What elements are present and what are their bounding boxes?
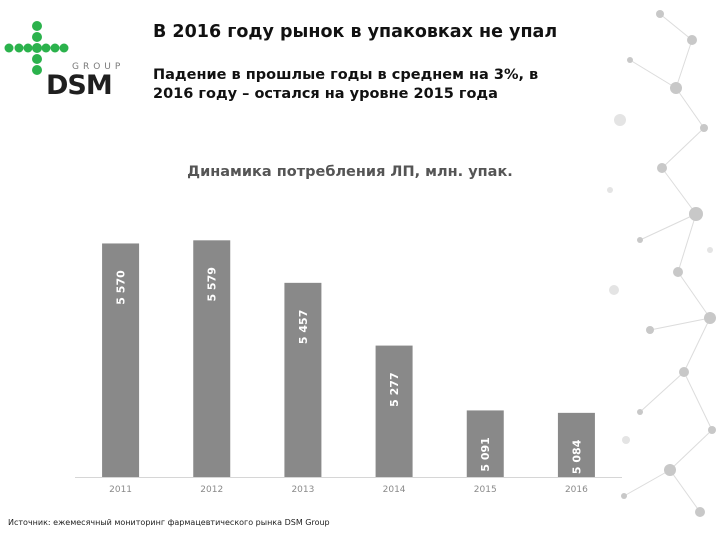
slide-subtitle-line-2: 2016 году – остался на уровне 2015 года <box>153 86 498 102</box>
data-label-2012: 5 579 <box>206 267 219 301</box>
chart-title: Динамика потребления ЛП, млн. упак. <box>187 164 513 180</box>
data-label-2015: 5 091 <box>479 437 492 471</box>
bar-2014 <box>375 345 413 477</box>
bar-2011 <box>102 243 140 477</box>
logo-group-text: GROUP <box>72 62 125 72</box>
x-tick-label-2015: 2015 <box>474 485 497 495</box>
slide-subtitle-line-1: Падение в прошлые годы в среднем на 3%, … <box>153 67 539 83</box>
x-tick-label-2012: 2012 <box>200 485 223 495</box>
bar-2015 <box>466 410 504 477</box>
data-label-2016: 5 084 <box>570 439 583 474</box>
slide-subtitle: Падение в прошлые годы в среднем на 3%, … <box>153 66 603 104</box>
x-tick-label-2014: 2014 <box>383 485 406 495</box>
bar-2012 <box>193 240 231 477</box>
x-tick-label-2013: 2013 <box>291 485 314 495</box>
data-label-2014: 5 277 <box>388 372 401 406</box>
data-label-2013: 5 457 <box>297 310 310 344</box>
x-tick-label-2016: 2016 <box>565 485 588 495</box>
logo-dots-icon <box>4 21 69 75</box>
bar-2013 <box>284 282 322 477</box>
slide-title: В 2016 году рынок в упаковках не упал <box>153 22 558 42</box>
data-label-2011: 5 570 <box>115 270 128 305</box>
source-note: Источник: ежемесячный мониторинг фармаце… <box>8 518 330 527</box>
bar-2016 <box>557 412 595 477</box>
logo-dsm-text: DSM <box>46 70 113 101</box>
dsm-group-logo: GROUP DSM <box>4 18 132 99</box>
x-tick-label-2011: 2011 <box>109 485 132 495</box>
molecule-network-decoration <box>607 10 716 517</box>
